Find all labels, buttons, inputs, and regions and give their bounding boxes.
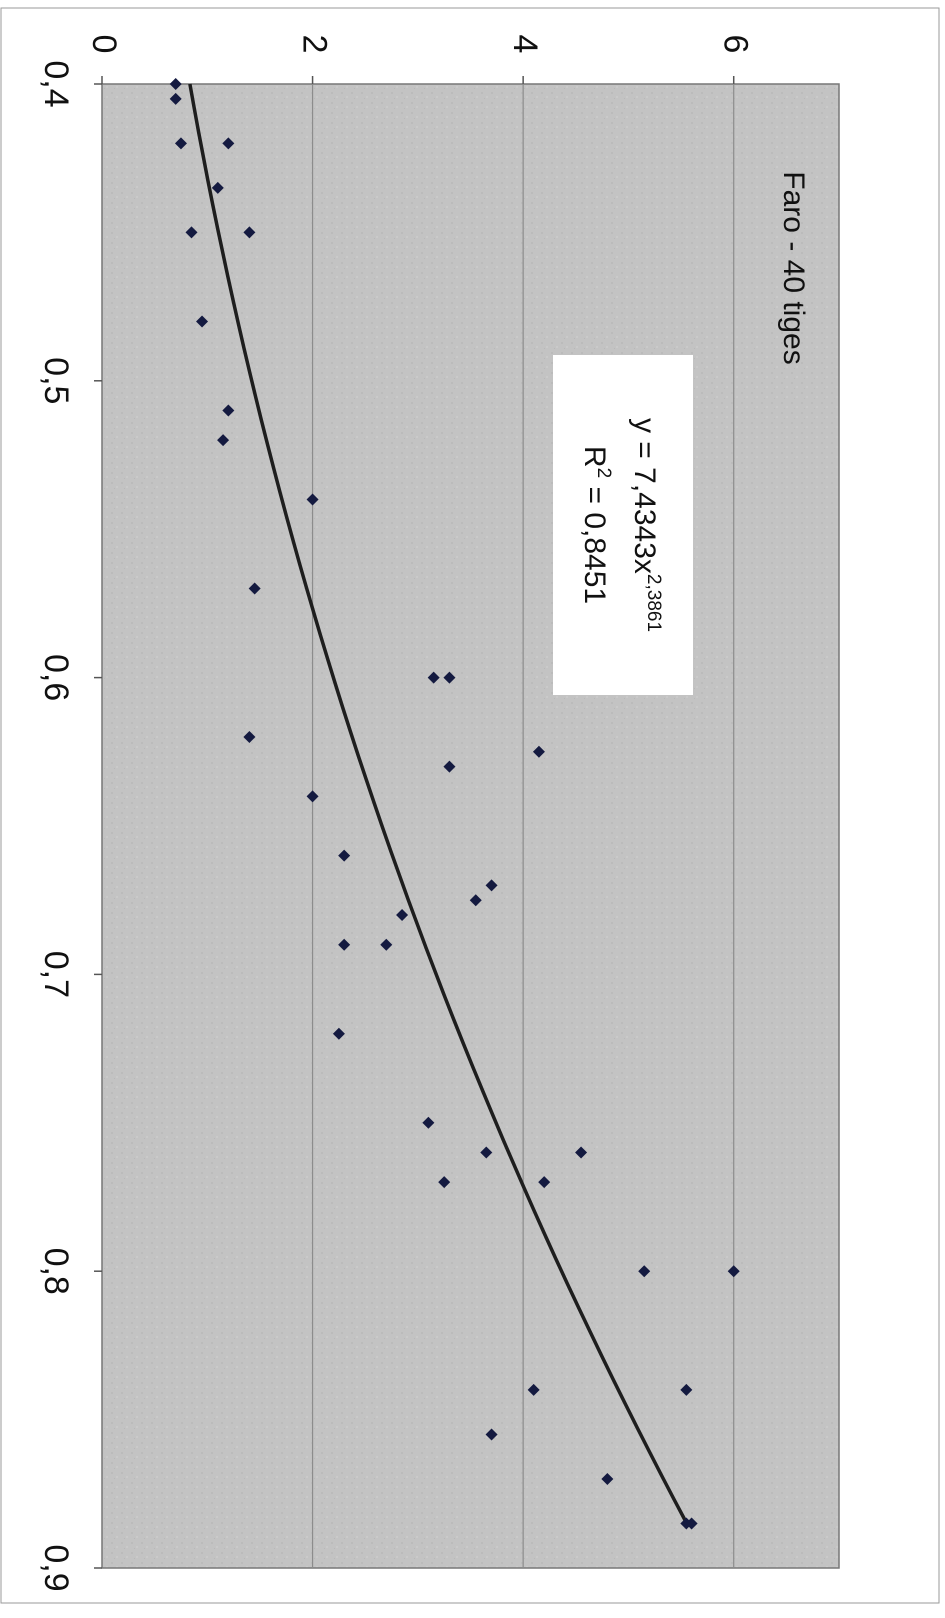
y-tick-label-0: 0	[85, 35, 123, 54]
power-trendline	[188, 83, 689, 1525]
data-point	[575, 1146, 588, 1159]
data-point	[527, 1383, 540, 1396]
x-tick-label-5: 0,9	[37, 1544, 75, 1591]
data-point	[243, 226, 256, 239]
x-tick-label-2: 0,6	[37, 654, 75, 701]
data-point	[680, 1383, 693, 1396]
r-squared-label: R2 = 0,8451	[578, 446, 614, 604]
data-point	[243, 730, 256, 743]
data-point	[185, 226, 198, 239]
data-point	[727, 1265, 740, 1278]
data-point	[338, 849, 351, 862]
data-point	[601, 1472, 614, 1485]
data-point	[169, 92, 182, 105]
x-tick-label-1: 0,5	[37, 357, 75, 404]
trendline-equation: y = 7,4343x2,3861	[628, 418, 664, 632]
data-point	[306, 790, 319, 803]
data-point	[685, 1517, 698, 1530]
data-point	[338, 938, 351, 951]
data-point	[380, 938, 393, 951]
data-point	[485, 879, 498, 892]
data-point	[211, 181, 224, 194]
chart-title-group: Faro - 40 tiges	[777, 171, 810, 364]
data-point	[222, 404, 235, 417]
y-tick-label-3: 6	[717, 35, 755, 54]
data-point	[469, 894, 482, 907]
y-axis-tick-labels: 0 2 4 6	[85, 35, 755, 84]
r-squared-value: = 0,8451	[578, 478, 611, 604]
equation-box-background	[553, 355, 693, 695]
data-point	[422, 1116, 435, 1129]
data-point	[538, 1176, 551, 1189]
data-point	[248, 582, 261, 595]
equation-main: y = 7,4343x	[628, 418, 661, 574]
data-point	[427, 671, 440, 684]
r-squared-symbol: R	[578, 446, 611, 468]
data-point	[306, 493, 319, 506]
data-point	[638, 1265, 651, 1278]
data-point	[169, 78, 182, 90]
data-point	[332, 1027, 345, 1040]
data-point	[396, 909, 409, 922]
r-squared-power: 2	[593, 468, 614, 479]
equation-box: y = 7,4343x2,3861 R2 = 0,8451	[553, 355, 693, 695]
x-tick-label-3: 0,7	[37, 951, 75, 998]
x-axis-tick-labels: 0,4 0,5 0,6 0,7 0,8 0,9	[37, 60, 102, 1592]
data-point	[174, 137, 187, 150]
data-point	[196, 315, 209, 328]
data-point	[480, 1146, 493, 1159]
data-points	[169, 78, 740, 1530]
equation-exponent: 2,3861	[643, 574, 664, 632]
gridlines	[311, 84, 735, 1568]
data-point	[438, 1176, 451, 1189]
plot-area	[101, 83, 840, 1569]
x-tick-label-4: 0,8	[37, 1248, 75, 1295]
data-point	[443, 671, 456, 684]
y-tick-label-1: 2	[296, 35, 334, 54]
chart-title: Faro - 40 tiges	[777, 171, 810, 364]
x-tick-label-0: 0,4	[37, 60, 75, 107]
data-point	[443, 760, 456, 773]
data-point	[222, 137, 235, 150]
data-point	[485, 1428, 498, 1441]
data-point	[532, 745, 545, 758]
data-point	[217, 434, 230, 447]
y-tick-label-2: 4	[506, 35, 544, 54]
outer-frame	[0, 7, 940, 1604]
